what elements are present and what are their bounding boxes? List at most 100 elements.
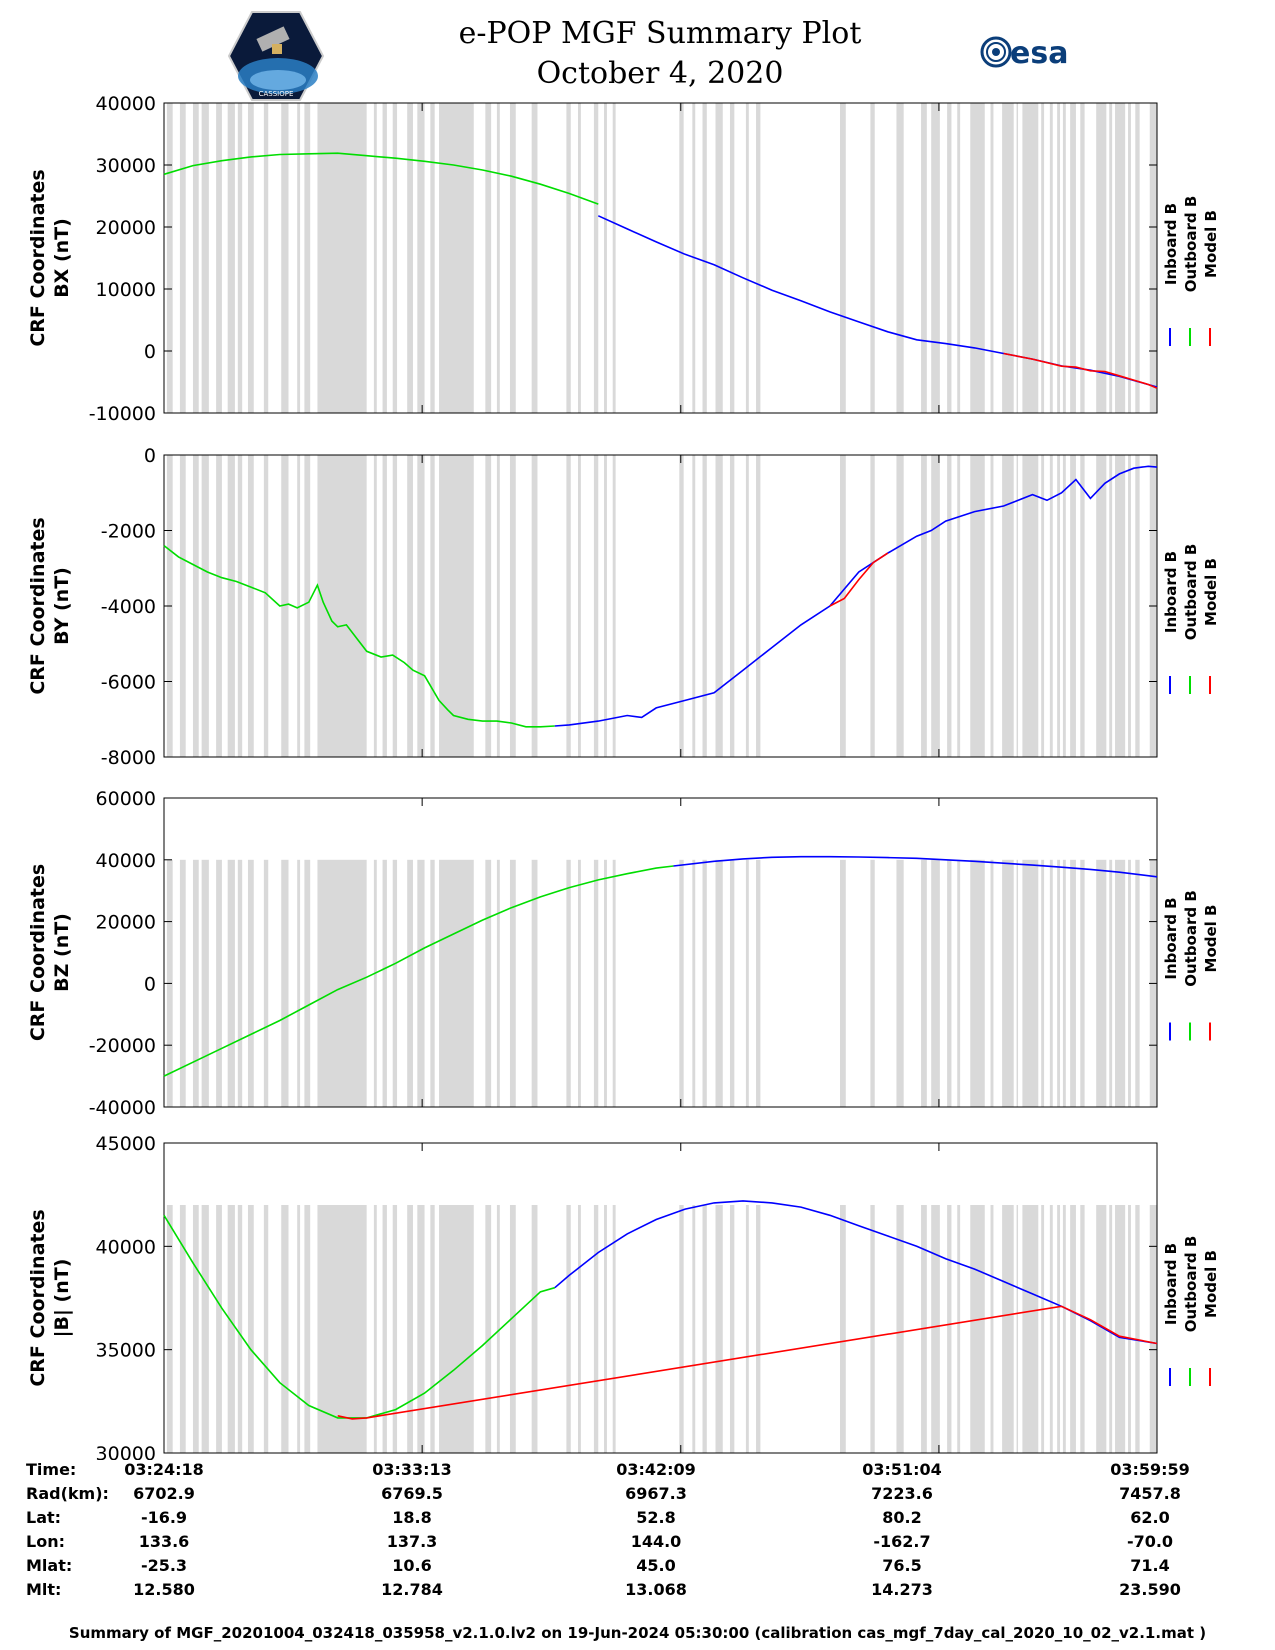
data-gap-band: [509, 103, 516, 413]
data-gap-band: [179, 103, 186, 413]
data-gap-band: [1070, 455, 1076, 757]
data-gap-band: [612, 103, 616, 413]
data-gap-band: [745, 455, 749, 757]
data-gap-band: [1109, 859, 1113, 1107]
data-gap-band: [216, 1205, 222, 1453]
data-gap-band: [1002, 103, 1014, 413]
data-gap-band: [1049, 103, 1053, 413]
data-gap-band: [417, 859, 425, 1107]
esa-logo: esa: [980, 36, 1068, 71]
data-gap-band: [921, 859, 927, 1107]
y-tick-label: 20000: [96, 217, 156, 239]
data-gap-band: [593, 103, 599, 413]
series-line-inboard-b: [554, 465, 1158, 727]
data-gap-band: [947, 455, 952, 757]
data-gap-band: [957, 859, 961, 1107]
data-gap-band: [281, 455, 289, 757]
info-row-label: Time:: [26, 1460, 77, 1479]
title-line-2: October 4, 2020: [536, 56, 784, 91]
data-gap-band: [430, 455, 435, 757]
data-gap-band: [263, 455, 269, 757]
data-gap-band: [1022, 859, 1039, 1107]
data-gap-band: [407, 455, 413, 757]
plot-frame: [163, 102, 1158, 414]
info-cell: 80.2: [882, 1508, 922, 1527]
data-gap-band: [392, 859, 398, 1107]
data-gap-band: [604, 1205, 607, 1453]
data-gap-band: [679, 455, 684, 757]
data-gap-band: [237, 103, 243, 413]
info-cell: 13.068: [625, 1580, 687, 1599]
data-gap-band: [1109, 1205, 1113, 1453]
data-gap-band: [1002, 1205, 1014, 1453]
data-gap-band: [970, 1205, 985, 1453]
data-gap-band: [1002, 455, 1014, 757]
data-gap-band: [679, 103, 684, 413]
data-gap-band: [896, 103, 904, 413]
data-gap-band: [702, 1205, 707, 1453]
data-gap-band: [317, 1205, 367, 1453]
info-cell: 23.590: [1119, 1580, 1181, 1599]
data-gap-band: [263, 859, 269, 1107]
data-gap-band: [1115, 455, 1126, 757]
data-gap-band: [417, 103, 425, 413]
data-gap-band: [531, 859, 538, 1107]
data-gap-band: [1022, 103, 1039, 413]
y-axis-label-line-1: CRF Coordinates: [27, 864, 49, 1041]
data-gap-band: [237, 1205, 243, 1453]
data-gap-band: [179, 1205, 186, 1453]
y-axis-label: CRF Coordinates |B| (nT): [27, 1209, 73, 1386]
chart-panel-3: 60000 40000 20000 0 -20000 -40000 CRF Coordina…: [27, 788, 1220, 1119]
series-line-model-b: [829, 552, 889, 607]
data-gap-band: [692, 455, 696, 757]
data-gap-band: [1041, 1205, 1045, 1453]
legend-label: Inboard B: [1162, 203, 1180, 285]
y-tick-label: 10000: [96, 279, 156, 301]
y-axis-label-line-2: BX (nT): [51, 218, 73, 298]
data-gap-band: [430, 859, 435, 1107]
legend-label: Model B: [1202, 1250, 1220, 1318]
data-gap-band: [1080, 859, 1085, 1107]
data-gap-band: [417, 455, 425, 757]
data-gap-band: [1080, 455, 1085, 757]
data-gap-band: [1115, 1205, 1126, 1453]
data-gap-band: [439, 455, 474, 757]
data-gap-band: [1022, 1205, 1039, 1453]
data-gap-band: [745, 859, 749, 1107]
info-cell: 03:24:18: [124, 1460, 204, 1479]
data-gap-band: [679, 1205, 684, 1453]
data-gap-band: [485, 103, 492, 413]
data-gap-band: [201, 1205, 209, 1453]
legend-label: Inboard B: [1162, 897, 1180, 979]
y-axis-label-line-1: CRF Coordinates: [27, 169, 49, 346]
data-gap-band: [715, 455, 723, 757]
info-cell: 133.6: [138, 1532, 190, 1551]
data-gap-band: [192, 859, 199, 1107]
data-gap-band: [1080, 103, 1085, 413]
data-gap-band: [957, 1205, 961, 1453]
info-cell: 10.6: [392, 1556, 432, 1575]
data-gap-band: [612, 1205, 616, 1453]
data-gap-band: [317, 103, 367, 413]
info-cell: -70.0: [1126, 1532, 1174, 1551]
data-gap-band: [756, 103, 761, 413]
info-cell: 62.0: [1130, 1508, 1170, 1527]
data-gap-band: [485, 455, 492, 757]
info-cell: 76.5: [882, 1556, 922, 1575]
legend-label: Model B: [1202, 210, 1220, 278]
data-gap-band: [715, 859, 723, 1107]
magnetometer-plots: 40000 30000 20000 10000 0 -10000 CRF Coordinat…: [27, 93, 1220, 1460]
data-gap-band: [1070, 1205, 1076, 1453]
info-cell: 6702.9: [133, 1484, 195, 1503]
data-gap-band: [566, 103, 571, 413]
y-tick-label: 0: [144, 445, 156, 467]
data-gap-band: [715, 1205, 723, 1453]
data-gap-band: [179, 859, 186, 1107]
data-gap-band: [382, 859, 387, 1107]
y-tick-label: 40000: [96, 93, 156, 115]
data-gap-band: [931, 859, 940, 1107]
data-gap-band: [227, 455, 235, 757]
data-gap-band: [1109, 103, 1113, 413]
data-gap-band: [496, 455, 500, 757]
data-gap-band: [216, 455, 222, 757]
